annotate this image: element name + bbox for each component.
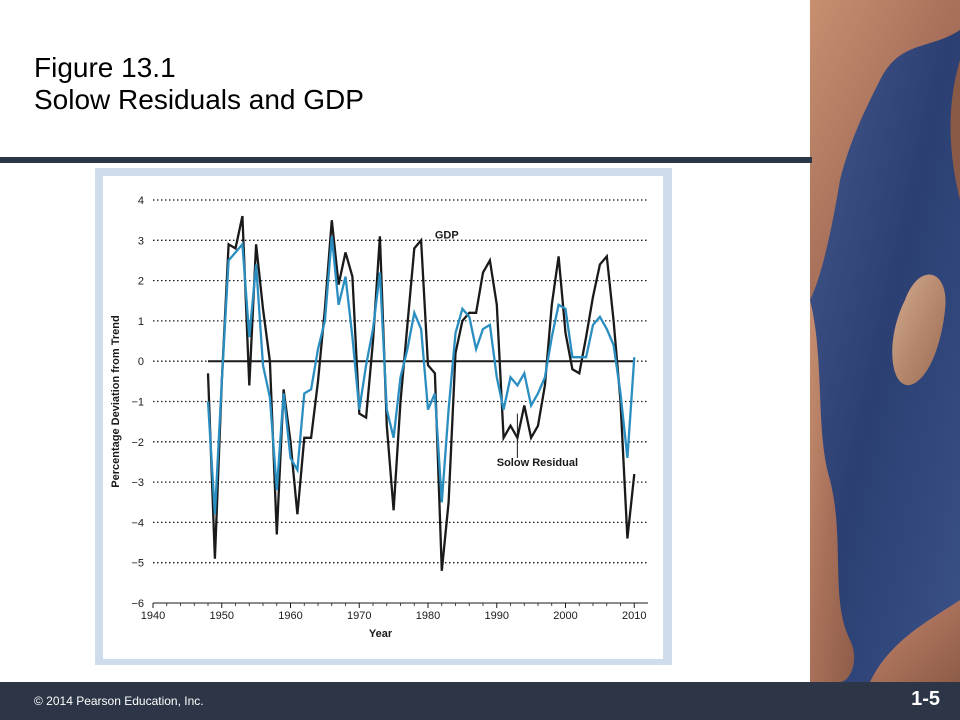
slide-number: 1-5: [911, 688, 940, 710]
y-tick-label: 3: [138, 235, 144, 247]
y-tick-label: 0: [138, 356, 144, 368]
x-tick-label: 1970: [347, 610, 371, 622]
x-tick-label: 1980: [416, 610, 440, 622]
solow-residual-line: [206, 236, 636, 515]
x-tick-label: 2010: [622, 610, 646, 622]
x-tick-label: 1960: [278, 610, 302, 622]
chart-frame: 4 3 2 1 0 −1 −2 −3 −4 −5 −6 1940 1950 1960 1970 1980 19…: [95, 168, 672, 665]
y-axis-label: Percentage Deviation from Trend: [110, 315, 122, 487]
slide-title: Figure 13.1 Solow Residuals and GDP: [34, 52, 364, 116]
chart-panel: 4 3 2 1 0 −1 −2 −3 −4 −5 −6 1940 1950 1960 1970 1980 19…: [103, 176, 663, 659]
x-tick-labels: 1940 1950 1960 1970 1980 1990 2000 2010: [141, 603, 646, 622]
y-tick-label: 2: [138, 276, 144, 288]
y-tick-label: −3: [131, 477, 144, 489]
x-tick-label: 1990: [485, 610, 509, 622]
y-tick-label: −4: [131, 517, 144, 529]
x-tick-label: 1940: [141, 610, 165, 622]
y-tick-label: −1: [131, 397, 144, 409]
series-lines: [206, 215, 636, 571]
x-tick-label: 1950: [210, 610, 234, 622]
x-tick-label: 2000: [553, 610, 577, 622]
title-line-2: Solow Residuals and GDP: [34, 84, 364, 115]
x-axis-label: Year: [369, 628, 393, 640]
y-tick-label: 1: [138, 316, 144, 328]
y-tick-labels: 4 3 2 1 0 −1 −2 −3 −4 −5 −6: [131, 195, 144, 610]
footer-bar: © 2014 Pearson Education, Inc. 1-5: [0, 682, 960, 720]
gdp-annotation: GDP: [435, 229, 459, 241]
rock-photo: [810, 0, 960, 682]
title-divider: [0, 157, 812, 163]
solow-residual-annotation: Solow Residual: [497, 457, 578, 469]
gdp-line: [206, 215, 636, 571]
title-line-1: Figure 13.1: [34, 52, 176, 83]
y-tick-label: −2: [131, 437, 144, 449]
y-tick-label: −6: [131, 598, 144, 610]
y-tick-label: −5: [131, 558, 144, 570]
copyright-text: © 2014 Pearson Education, Inc.: [34, 694, 204, 708]
y-tick-label: 4: [138, 195, 144, 207]
